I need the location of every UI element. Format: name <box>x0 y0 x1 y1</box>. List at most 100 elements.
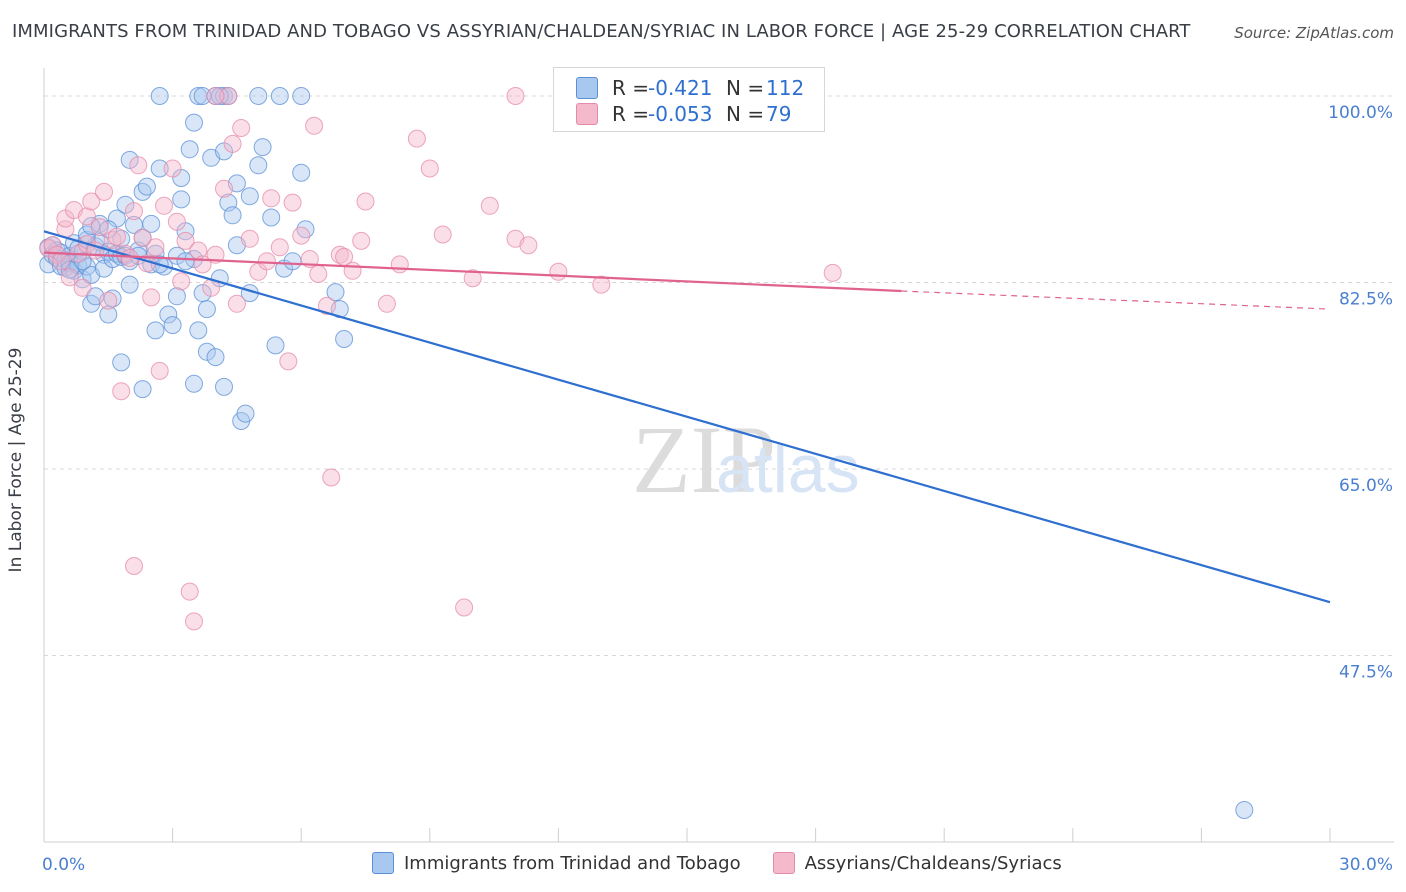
blue-data-point <box>172 190 191 209</box>
legend-r-value: -0.053 <box>648 102 713 126</box>
blue-data-point <box>197 300 216 319</box>
blue-data-point <box>326 283 345 302</box>
pink-data-point <box>506 87 525 105</box>
pink-data-point <box>77 207 96 226</box>
pink-data-point <box>279 352 298 371</box>
pink-data-point <box>262 189 281 208</box>
blue-data-point <box>249 156 268 175</box>
pink-data-point <box>107 227 126 246</box>
blue-data-point <box>240 187 259 206</box>
pink-data-point <box>52 252 71 271</box>
blue-data-point <box>150 159 169 178</box>
legend-r-label: R = <box>612 102 650 126</box>
pink-data-point <box>480 196 499 215</box>
pink-data-point <box>185 612 203 631</box>
y-tick-label: 47.5% <box>1339 662 1393 682</box>
pink-data-point <box>206 87 225 105</box>
series-swatch-blue <box>372 852 394 874</box>
series-swatch-pink <box>772 852 795 874</box>
legend-n-label: N = <box>726 102 765 126</box>
blue-data-point <box>150 87 169 105</box>
series-legend-label: Assyrians/Chaldeans/Syriacs <box>804 852 1062 874</box>
pink-data-point <box>125 557 143 575</box>
blue-data-point <box>215 377 233 396</box>
chart-title: IMMIGRANTS FROM TRINIDAD AND TOBAGO VS A… <box>12 21 1191 42</box>
blue-data-point <box>163 316 182 335</box>
blue-data-point <box>292 163 311 182</box>
pink-data-point <box>283 193 302 212</box>
pink-data-point <box>322 468 341 487</box>
blue-data-point <box>223 206 242 225</box>
pink-data-point <box>420 159 439 178</box>
y-tick-label: 100.0% <box>1328 103 1393 123</box>
series-legend-label: Immigrants from Trinidad and Tobago <box>404 852 741 874</box>
blue-data-point <box>185 113 203 132</box>
pink-data-point <box>240 229 259 248</box>
pink-data-point <box>823 263 842 282</box>
blue-data-point <box>292 87 311 105</box>
pink-data-point <box>356 192 375 211</box>
pink-data-point <box>146 238 165 257</box>
pink-data-point <box>463 269 482 288</box>
blue-data-point <box>159 305 178 324</box>
pink-data-point <box>125 202 143 221</box>
x-tick-label: 30.0% <box>1339 855 1393 875</box>
y-tick-label: 82.5% <box>1339 289 1393 309</box>
pink-data-point <box>433 225 452 244</box>
pink-data-point <box>95 182 113 201</box>
pink-data-point <box>90 218 109 237</box>
legend-r-label: R = <box>612 76 650 100</box>
series-legend-item-blue[interactable]: Immigrants from Trinidad and Tobago <box>372 852 741 874</box>
pink-data-point <box>519 236 538 255</box>
pink-data-point <box>549 262 568 281</box>
scatter-points <box>39 87 1254 819</box>
legend-row-pink: R = -0.053 N = 79 <box>576 102 806 126</box>
pink-data-point <box>232 119 251 137</box>
pink-data-point <box>455 598 474 617</box>
blue-data-point <box>262 208 281 227</box>
source-label: Source: ZipAtlas.com <box>1234 24 1394 42</box>
watermark-atlas: atlas <box>716 431 860 507</box>
blue-data-point <box>146 321 165 340</box>
blue-data-point <box>185 374 203 393</box>
pink-data-point <box>155 196 173 215</box>
pink-data-point <box>309 265 328 283</box>
legend-row-blue: R = -0.421 N = 112 <box>576 76 806 100</box>
blue-data-point <box>236 404 255 423</box>
blue-data-point <box>167 246 186 265</box>
pink-data-point <box>407 129 426 148</box>
pink-data-point <box>305 116 324 135</box>
pink-data-point <box>215 179 233 198</box>
blue-data-point <box>120 150 139 169</box>
watermark-zip: ZIP <box>632 406 776 513</box>
pink-data-point <box>219 87 238 105</box>
pink-data-point <box>167 212 186 231</box>
blue-data-point <box>249 87 268 105</box>
blue-data-point <box>266 336 285 355</box>
blue-data-point <box>270 87 289 105</box>
blue-data-point <box>180 140 199 159</box>
blue-data-point <box>335 330 354 348</box>
pink-data-point <box>99 291 118 310</box>
blue-data-point <box>1235 801 1254 819</box>
series-legend-item-pink[interactable]: Assyrians/Chaldeans/Syriacs <box>772 852 1062 874</box>
stats-legend: R = -0.421 N = 112 R = -0.053 N = 79 <box>553 67 825 132</box>
pink-trend-line-extension <box>901 290 1331 310</box>
pink-data-point <box>133 228 152 247</box>
blue-data-point <box>137 177 156 196</box>
pink-data-point <box>257 252 276 271</box>
blue-trend-line <box>43 230 1331 604</box>
blue-data-point <box>206 348 225 367</box>
pink-data-point <box>352 231 371 250</box>
blue-data-point <box>253 138 272 157</box>
y-axis-label: In Labor Force | Age 25-29 <box>6 347 26 573</box>
blue-data-point <box>193 87 212 105</box>
tick-labels: 100.0% 82.5% 65.0% 47.5% 0.0% 30.0% <box>42 103 1393 875</box>
x-tick-label: 0.0% <box>42 855 85 875</box>
legend-swatch-blue <box>576 77 598 99</box>
legend-r-value: -0.421 <box>648 76 713 100</box>
pink-data-point <box>300 250 319 268</box>
legend-swatch-pink <box>576 103 598 125</box>
blue-data-point <box>133 380 152 399</box>
